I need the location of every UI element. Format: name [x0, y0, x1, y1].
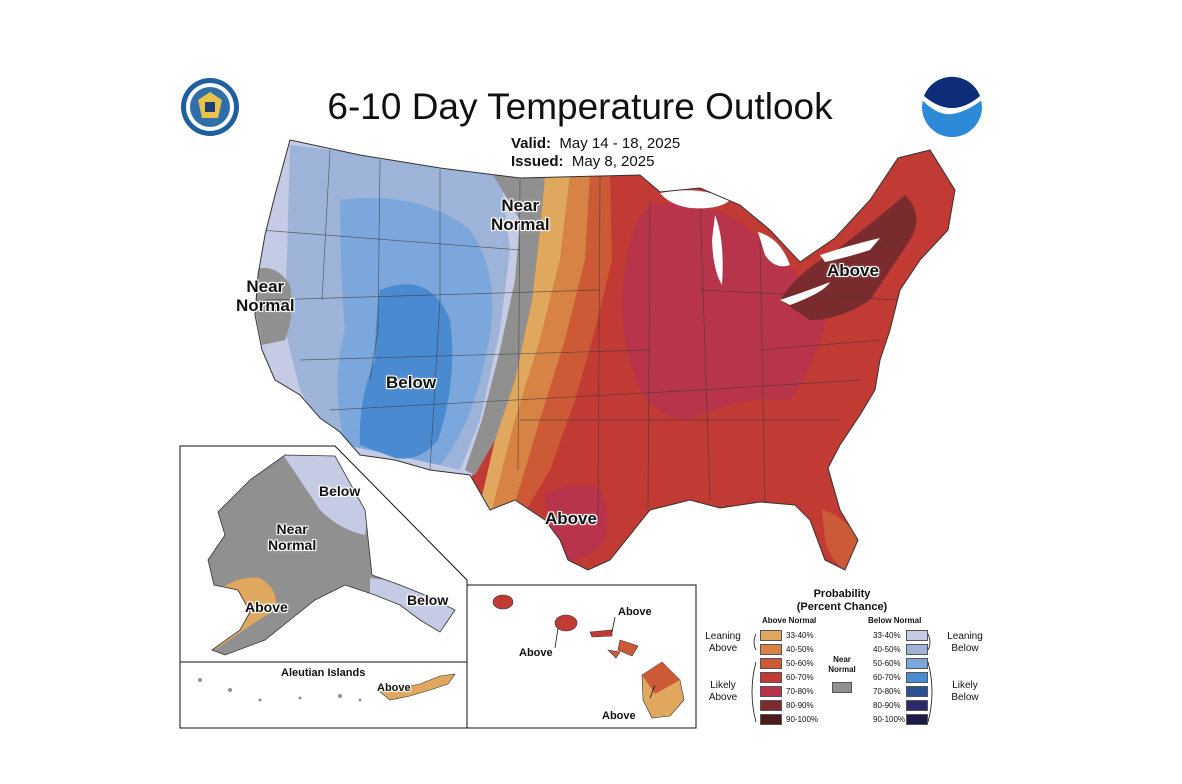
legend-above-range: 70-80% — [786, 687, 814, 696]
legend-above-range: 60-70% — [786, 673, 814, 682]
valid-value: May 14 - 18, 2025 — [559, 135, 681, 152]
legend-above-swatch — [760, 686, 782, 697]
label-ak-below-panhandle: Below — [407, 592, 449, 608]
legend-below-swatch — [906, 658, 928, 669]
label-ak-near: Near Normal — [268, 521, 317, 553]
legend-below-range: 33-40% — [873, 631, 901, 640]
legend-below-range: 70-80% — [873, 687, 901, 696]
label-hi-above-3: Above — [602, 710, 636, 722]
page-title: 6-10 Day Temperature Outlook — [327, 86, 833, 127]
legend-below-range: 40-50% — [873, 645, 901, 654]
label-west-below: Below — [386, 373, 437, 392]
noaa-logo-icon — [922, 76, 982, 137]
label-texas-above: Above — [545, 509, 597, 528]
alaska-inset — [179, 445, 468, 729]
legend-below-range: 60-70% — [873, 673, 901, 682]
legend-below-range: 90-100% — [873, 715, 906, 724]
label-aleutian-above: Above — [377, 682, 411, 694]
legend-below-swatch — [906, 644, 928, 655]
legend-near-label: Near Normal — [828, 655, 856, 674]
issued-line: Issued: May 8, 2025 — [511, 153, 654, 170]
legend-above-range: 33-40% — [786, 631, 814, 640]
lake-michigan — [712, 215, 723, 285]
label-northeast-above: Above — [827, 261, 879, 280]
legend-title: Probability (Percent Chance) — [796, 588, 888, 613]
legend-below-head: Below Normal — [868, 616, 922, 625]
label-hi-above-2: Above — [618, 606, 652, 618]
canada-region — [820, 238, 880, 262]
legend-likely-below: Likely Below — [951, 680, 979, 703]
valid-line: Valid: May 14 - 18, 2025 — [511, 135, 680, 152]
legend-leaning-below: Leaning Below — [947, 631, 983, 654]
legend-below-swatch — [906, 630, 928, 641]
issued-value: May 8, 2025 — [571, 153, 655, 170]
label-ak-above: Above — [245, 599, 288, 615]
legend-likely-above: Likely Above — [708, 680, 738, 703]
legend-above-swatch — [760, 700, 782, 711]
legend-leaning-above: Leaning Above — [705, 631, 741, 654]
aleutian-title: Aleutian Islands — [281, 667, 366, 679]
legend-near-swatch — [832, 682, 852, 693]
label-west-near: Near Normal — [236, 277, 295, 315]
valid-label: Valid: — [511, 135, 552, 152]
hawaii-inset — [466, 584, 697, 729]
legend-above-swatch — [760, 644, 782, 655]
label-ak-below-north: Below — [319, 483, 361, 499]
legend-below-swatch — [906, 714, 928, 725]
lake-superior — [660, 190, 730, 209]
legend-above-swatch — [760, 658, 782, 669]
legend-below-swatch — [906, 700, 928, 711]
legend-above-head: Above Normal — [762, 616, 817, 625]
legend-below-range: 50-60% — [873, 659, 901, 668]
legend-above-range: 50-60% — [786, 659, 814, 668]
legend-below-swatch — [906, 686, 928, 697]
lake-huron — [758, 232, 790, 267]
legend-brackets — [751, 633, 933, 723]
conus-outline — [254, 139, 956, 571]
legend-below-swatch — [906, 672, 928, 683]
legend-above-swatch — [760, 714, 782, 725]
commerce-seal-icon — [181, 78, 239, 136]
issued-label: Issued: — [511, 153, 564, 170]
label-hi-above-1: Above — [519, 647, 553, 659]
legend-above-range: 90-100% — [786, 715, 819, 724]
legend-above-swatch — [760, 672, 782, 683]
legend-below-range: 80-90% — [873, 701, 901, 710]
legend-above-range: 80-90% — [786, 701, 814, 710]
label-north-near: Near Normal — [491, 196, 550, 234]
lake-erie — [780, 282, 830, 305]
legend-above-range: 40-50% — [786, 645, 814, 654]
legend-above-swatch — [760, 630, 782, 641]
